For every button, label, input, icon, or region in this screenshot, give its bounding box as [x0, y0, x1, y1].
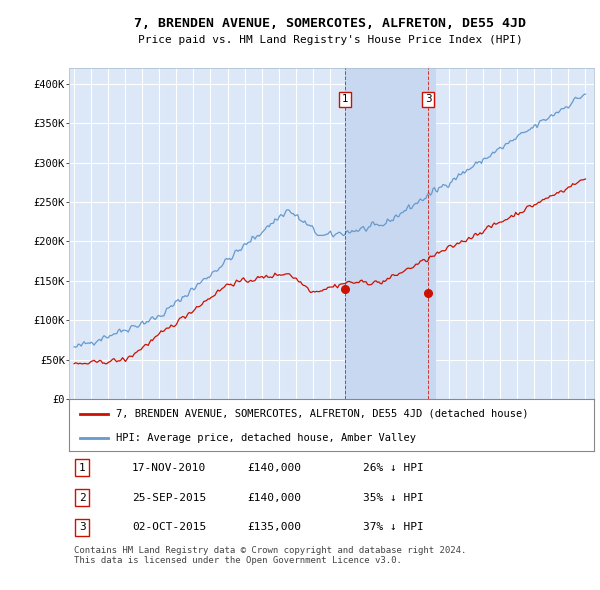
Text: 3: 3	[425, 94, 431, 104]
Text: 26% ↓ HPI: 26% ↓ HPI	[363, 463, 424, 473]
Bar	[345, 68, 436, 399]
Text: 02-OCT-2015: 02-OCT-2015	[132, 522, 206, 532]
Text: £140,000: £140,000	[248, 493, 302, 503]
Text: 1: 1	[341, 94, 348, 104]
Text: 37% ↓ HPI: 37% ↓ HPI	[363, 522, 424, 532]
Text: Contains HM Land Registry data © Crown copyright and database right 2024.
This d: Contains HM Land Registry data © Crown c…	[74, 546, 467, 565]
Text: 25-SEP-2015: 25-SEP-2015	[132, 493, 206, 503]
Text: 17-NOV-2010: 17-NOV-2010	[132, 463, 206, 473]
Text: 3: 3	[79, 522, 86, 532]
Text: 7, BRENDEN AVENUE, SOMERCOTES, ALFRETON, DE55 4JD: 7, BRENDEN AVENUE, SOMERCOTES, ALFRETON,…	[134, 17, 526, 30]
Text: £140,000: £140,000	[248, 463, 302, 473]
Text: 7, BRENDEN AVENUE, SOMERCOTES, ALFRETON, DE55 4JD (detached house): 7, BRENDEN AVENUE, SOMERCOTES, ALFRETON,…	[116, 409, 529, 419]
Text: £135,000: £135,000	[248, 522, 302, 532]
Text: Price paid vs. HM Land Registry's House Price Index (HPI): Price paid vs. HM Land Registry's House …	[137, 35, 523, 45]
Text: 1: 1	[79, 463, 86, 473]
Text: 2: 2	[79, 493, 86, 503]
Text: 35% ↓ HPI: 35% ↓ HPI	[363, 493, 424, 503]
Text: HPI: Average price, detached house, Amber Valley: HPI: Average price, detached house, Ambe…	[116, 433, 416, 443]
